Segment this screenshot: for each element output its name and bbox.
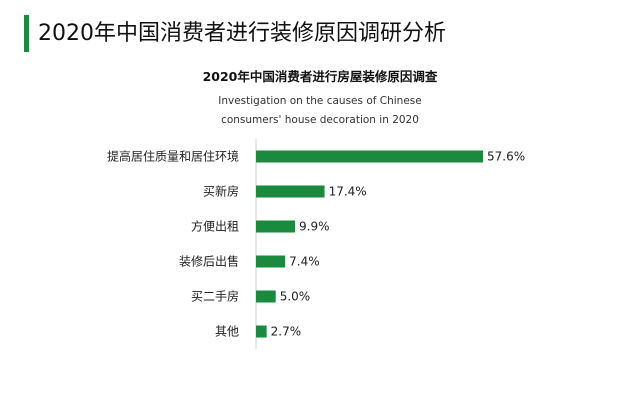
bar-0 bbox=[256, 150, 483, 163]
value-label-4: 5.0% bbox=[280, 290, 311, 304]
title-accent-bar bbox=[24, 15, 29, 52]
bar-1 bbox=[256, 185, 325, 198]
category-label-1: 买新房 bbox=[203, 184, 239, 199]
page-title: 2020年中国消费者进行装修原因调研分析 bbox=[38, 21, 446, 46]
category-label-2: 方便出租 bbox=[191, 219, 239, 234]
value-label-1: 17.4% bbox=[329, 185, 367, 199]
category-label-4: 买二手房 bbox=[191, 289, 239, 304]
category-label-3: 装修后出售 bbox=[179, 254, 239, 269]
chart-subtitle: Investigation on the causes of Chinese c… bbox=[218, 95, 422, 126]
value-label-3: 7.4% bbox=[289, 255, 320, 269]
chart-title: 2020年中国消费者进行房屋装修原因调查 bbox=[202, 69, 438, 84]
value-label-0: 57.6% bbox=[487, 150, 525, 164]
bar-3 bbox=[256, 255, 286, 268]
category-label-0: 提高居住质量和居住环境 bbox=[107, 149, 239, 164]
bar-2 bbox=[256, 220, 296, 233]
value-label-2: 9.9% bbox=[299, 220, 330, 234]
bar-4 bbox=[256, 290, 276, 303]
category-label-5: 其他 bbox=[215, 325, 239, 339]
bar-5 bbox=[256, 325, 267, 338]
value-label-5: 2.7% bbox=[271, 325, 302, 339]
